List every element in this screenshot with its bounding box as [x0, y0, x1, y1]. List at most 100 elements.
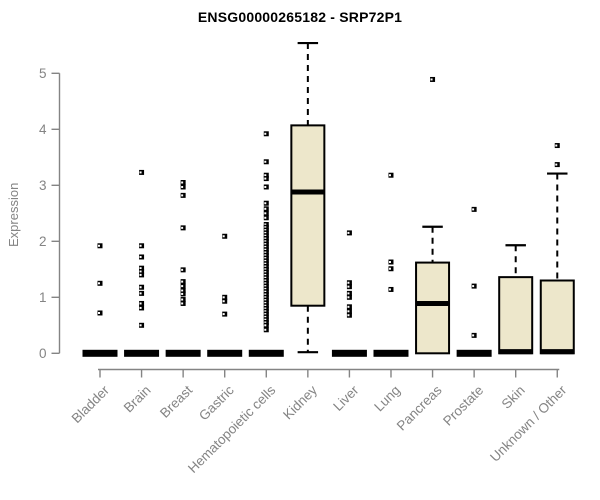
outlier-point-notch — [139, 273, 142, 276]
outlier-point-notch — [181, 268, 184, 271]
outlier-point-notch — [264, 226, 267, 229]
outlier-point-notch — [181, 292, 184, 295]
outlier-point-notch — [98, 311, 100, 314]
x-tick-label: Brain — [121, 383, 154, 416]
outlier-point-notch — [139, 267, 142, 270]
x-tick-label: Bladder — [69, 382, 113, 426]
outlier-point-notch — [388, 267, 391, 270]
boxplot-hematopoietic-cells — [248, 131, 284, 357]
boxplot-lung — [373, 172, 409, 357]
boxplot-skin — [498, 244, 534, 355]
x-tick-label: Pancreas — [394, 382, 445, 433]
outlier-point-notch — [264, 265, 267, 268]
collapsed-box — [373, 349, 409, 357]
outlier-point-notch — [264, 245, 267, 248]
outlier-point-notch — [264, 282, 267, 285]
outlier-point-notch — [347, 310, 350, 313]
y-tick-label: 5 — [39, 66, 47, 81]
outlier-point-notch — [388, 174, 391, 177]
outlier-point-notch — [264, 304, 267, 307]
outlier-point-notch — [264, 251, 267, 254]
boxplot-breast — [165, 180, 201, 357]
outlier-point-notch — [264, 160, 267, 163]
y-tick-label: 2 — [39, 234, 47, 249]
outlier-point-notch — [264, 293, 267, 296]
outlier-point-notch — [347, 305, 350, 308]
outlier-point-notch — [139, 306, 142, 309]
boxplot-prostate — [456, 206, 492, 357]
outlier-point-notch — [264, 132, 267, 135]
outlier-point-notch — [139, 324, 142, 327]
outlier-point-notch — [264, 207, 267, 210]
outlier-point-notch — [472, 285, 475, 288]
outlier-point-notch — [347, 314, 350, 317]
outlier-point-notch — [472, 334, 475, 337]
x-tick-label: Unknown / Other — [487, 382, 570, 465]
outlier-point-notch — [98, 244, 100, 247]
outlier-point-notch — [181, 298, 184, 301]
y-tick-label: 1 — [39, 290, 47, 305]
outlier-point-notch — [264, 257, 267, 260]
outlier-point-notch — [222, 296, 225, 299]
outlier-point-notch — [264, 321, 267, 324]
outlier-point-notch — [347, 281, 350, 284]
outlier-point-notch — [264, 234, 267, 237]
outlier-point-notch — [98, 282, 100, 285]
x-tick-label: Lung — [371, 383, 403, 415]
outlier-point-notch — [347, 296, 350, 299]
outlier-point-notch — [139, 286, 142, 289]
x-tick-label: Prostate — [440, 383, 486, 429]
outlier-point-notch — [181, 185, 184, 188]
outlier-point-notch — [139, 171, 142, 174]
box — [498, 276, 534, 355]
outlier-point-notch — [264, 229, 267, 232]
outlier-point-notch — [347, 231, 350, 234]
outlier-point-notch — [181, 226, 184, 229]
collapsed-box — [248, 349, 284, 357]
outlier-point-notch — [264, 324, 267, 327]
collapsed-box — [124, 349, 160, 357]
outlier-point-notch — [181, 285, 184, 288]
boxplot-gastric — [207, 233, 243, 357]
outlier-point-notch — [472, 208, 475, 211]
boxplot-brain — [124, 169, 160, 357]
outlier-point-notch — [264, 287, 267, 290]
outlier-point-notch — [264, 318, 267, 321]
outlier-point-notch — [264, 301, 267, 304]
outlier-point-notch — [264, 223, 267, 226]
boxplot-pancreas — [415, 76, 451, 355]
collapsed-box — [165, 349, 201, 357]
collapsed-box — [331, 349, 367, 357]
outlier-point-notch — [264, 185, 267, 188]
collapsed-box — [207, 349, 243, 357]
y-axis: 0 1 2 3 4 5 — [39, 66, 61, 361]
outlier-point-notch — [181, 289, 184, 292]
outlier-point-notch — [264, 310, 267, 313]
outlier-point-notch — [347, 285, 350, 288]
outlier-point-notch — [555, 163, 558, 166]
box — [415, 261, 451, 355]
outlier-point-notch — [181, 181, 184, 184]
outlier-point-notch — [264, 202, 267, 205]
outlier-point-notch — [264, 216, 267, 219]
x-tick-label: Gastric — [196, 382, 237, 423]
outlier-point-notch — [139, 302, 142, 305]
outlier-point-notch — [181, 302, 184, 305]
outlier-point-notch — [264, 177, 267, 180]
outlier-point-notch — [264, 254, 267, 257]
outlier-point-notch — [139, 292, 142, 295]
outlier-point-notch — [264, 268, 267, 271]
outlier-point-notch — [264, 276, 267, 279]
collapsed-box — [456, 349, 492, 357]
outlier-point-notch — [139, 270, 142, 273]
chart-title: ENSG00000265182 - SRP72P1 — [197, 9, 403, 25]
outlier-point-notch — [555, 144, 558, 147]
y-tick-label: 0 — [39, 346, 47, 361]
outlier-point-notch — [139, 255, 142, 258]
y-tick-label: 4 — [39, 122, 47, 137]
outlier-point-notch — [264, 259, 267, 262]
x-tick-label: Skin — [499, 383, 528, 412]
outlier-point-notch — [264, 174, 267, 177]
